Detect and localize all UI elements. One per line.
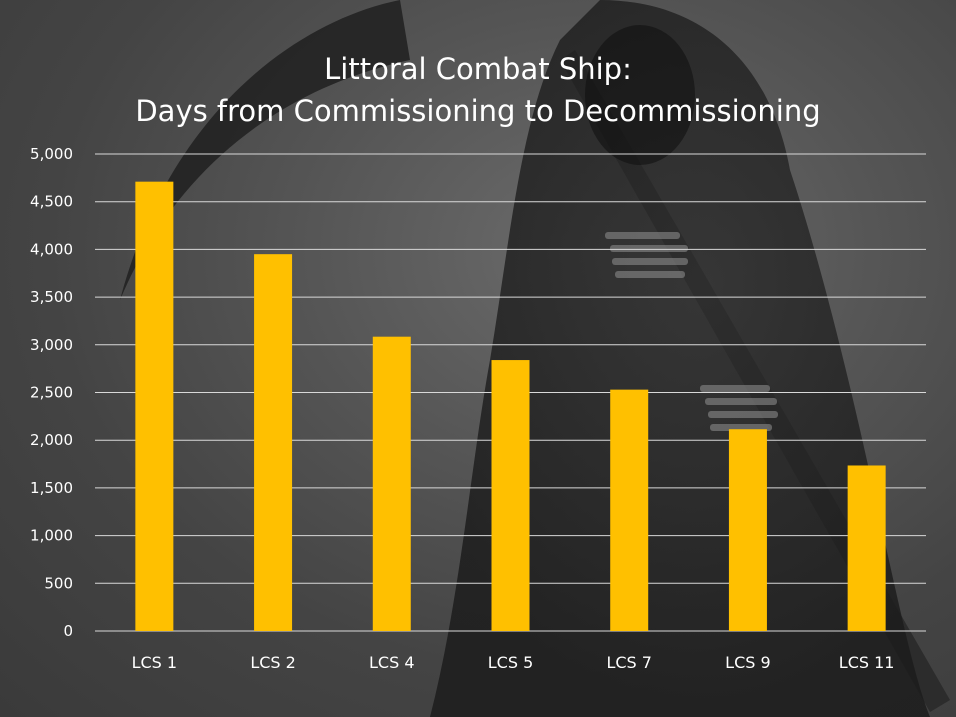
x-tick-label: LCS 11 <box>839 653 895 672</box>
bar <box>728 429 767 631</box>
bar <box>847 465 886 631</box>
y-tick-label: 2,000 <box>30 431 73 449</box>
y-tick-label: 3,500 <box>30 288 73 306</box>
y-tick-label: 1,500 <box>30 479 73 497</box>
y-tick-label: 0 <box>63 622 73 640</box>
x-tick-label: LCS 7 <box>606 653 652 672</box>
y-tick-label: 4,000 <box>30 240 73 258</box>
x-tick-label: LCS 2 <box>250 653 296 672</box>
y-tick-label: 2,500 <box>30 384 73 402</box>
bar <box>491 360 530 631</box>
y-tick-label: 1,000 <box>30 527 73 545</box>
y-tick-label: 500 <box>44 574 73 592</box>
x-tick-label: LCS 5 <box>488 653 534 672</box>
chart-title-line-2: Days from Commissioning to Decommissioni… <box>135 94 821 128</box>
chart-title-line-1: Littoral Combat Ship: <box>324 52 632 86</box>
chart-title: Littoral Combat Ship: Days from Commissi… <box>0 48 956 132</box>
x-axis: LCS 1 LCS 2 LCS 4 LCS 5 LCS 7 LCS 9 LCS 11 <box>132 653 895 672</box>
bars <box>135 181 886 632</box>
y-tick-label: 3,000 <box>30 336 73 354</box>
y-axis: 0 500 1,000 1,500 2,000 2,500 3,000 3,500 4,000 4… <box>30 145 73 640</box>
x-tick-label: LCS 9 <box>725 653 771 672</box>
bar <box>135 181 174 631</box>
y-tick-label: 4,500 <box>30 193 73 211</box>
x-tick-label: LCS 1 <box>132 653 178 672</box>
x-tick-label: LCS 4 <box>369 653 415 672</box>
bar <box>254 254 293 632</box>
y-tick-label: 5,000 <box>30 145 73 163</box>
bar <box>610 389 649 631</box>
bar <box>372 336 411 631</box>
